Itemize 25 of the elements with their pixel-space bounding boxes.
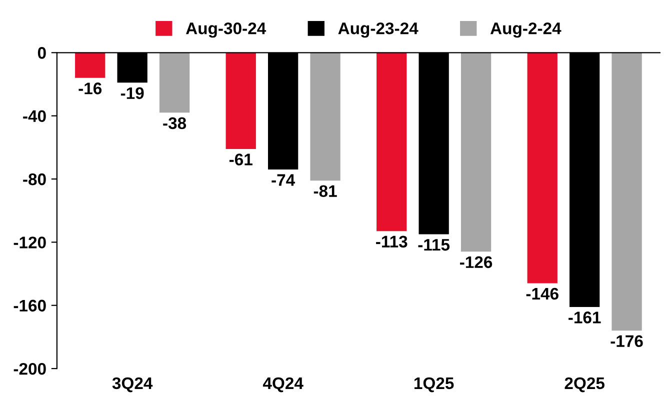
y-tick-label: -120 — [14, 236, 46, 248]
x-tick-label: 1Q25 — [414, 377, 454, 392]
data-label: -38 — [163, 117, 186, 130]
data-label: -81 — [314, 185, 337, 197]
legend-label: Aug-2-24 — [490, 22, 562, 38]
data-label: -115 — [418, 239, 450, 251]
x-tick-label: 3Q24 — [112, 377, 153, 392]
data-label: -19 — [120, 87, 144, 100]
data-label: -74 — [272, 174, 296, 186]
data-label: -126 — [460, 256, 492, 268]
data-label: -161 — [568, 312, 601, 324]
data-label: -113 — [376, 236, 408, 248]
y-tick-label: -200 — [14, 362, 46, 375]
y-tick-label: 0 — [38, 47, 46, 59]
y-tick-label: -80 — [23, 173, 46, 186]
data-label: -146 — [526, 288, 558, 300]
legend-label: Aug-23-24 — [338, 22, 418, 38]
y-tick-label: -40 — [23, 110, 46, 122]
data-label: -176 — [610, 335, 643, 348]
data-label: -61 — [229, 154, 252, 166]
x-tick-label: 4Q24 — [262, 377, 304, 392]
legend-label: Aug-30-24 — [186, 22, 266, 38]
y-tick-label: -160 — [14, 300, 46, 312]
data-label: -16 — [78, 82, 102, 94]
x-tick-label: 2Q25 — [564, 377, 604, 392]
